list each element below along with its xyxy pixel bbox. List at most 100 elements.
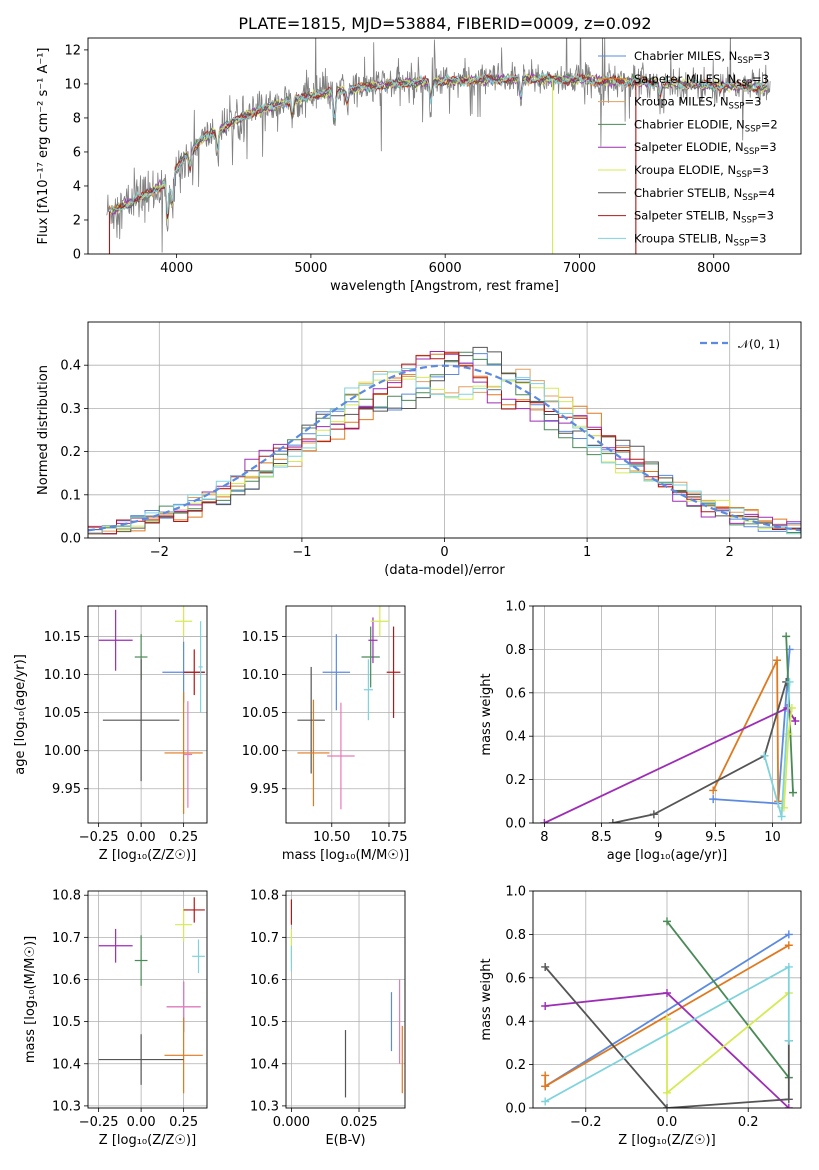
weight-marker (709, 795, 718, 804)
y-tick-label: 0.4 (505, 730, 526, 745)
normal-reference-curve (88, 364, 801, 532)
x-tick-label: 0.00 (127, 830, 156, 845)
y-tick-label: 0.2 (60, 445, 81, 460)
y-tick-label: 2 (73, 213, 81, 228)
weight-line-kroupa_elodie (666, 992, 790, 1095)
errorbar-point (134, 935, 148, 986)
x-tick-label: 10.75 (370, 830, 407, 845)
y-axis-label: age [log₁₀(age/yr)] (13, 654, 28, 775)
y-tick-label: 10.7 (250, 931, 279, 946)
residuals-axes: −2 −1 0 1 2 0.0 0.1 0.2 0.3 0.4 (data-model)/error… (36, 321, 802, 578)
weight-marker (791, 717, 800, 726)
legend-label: Kroupa MILES, NSSP=3 (634, 95, 761, 112)
y-tick-label: 0.6 (505, 971, 526, 986)
weight-marker (760, 751, 769, 760)
weight-marker (782, 632, 791, 641)
y-tick-label: 10.00 (242, 744, 279, 759)
weight-marker (663, 1104, 671, 1108)
errorbar-point (327, 702, 355, 810)
y-tick-label: 0.6 (505, 686, 526, 701)
x-tick-label: −1 (292, 545, 311, 560)
weight_vs_age-axes: 8 8.5 9 9.5 10 0.0 0.2 0.4 0.6 0.8 1.0 age [log₁₀(a… (479, 600, 802, 863)
y-tick-label: 1.0 (505, 885, 526, 900)
errorbar-point (98, 928, 133, 963)
weight-marker (663, 917, 671, 926)
weight-line-salpeter_miles (712, 659, 780, 802)
weight-marker (541, 1082, 550, 1091)
y-tick-label: 10.5 (250, 1015, 279, 1030)
x-axis-label: E(B-V) (325, 1133, 365, 1148)
weight-marker (785, 677, 794, 686)
errorbar-point (297, 699, 330, 807)
x-tick-label: 0.0 (657, 1115, 678, 1130)
weight-marker (608, 819, 617, 823)
x-tick-label: 9 (654, 830, 662, 845)
x-tick-label: −0.25 (79, 1115, 119, 1130)
age_vs_Z-frame (87, 605, 208, 824)
weight_vs_Z-plot-area (541, 917, 793, 1108)
weight-marker (541, 962, 550, 971)
y-tick-label: 0.2 (505, 1058, 526, 1073)
y-axis-label: Normed distribution (36, 365, 51, 495)
errorbar-point (297, 666, 325, 774)
errorbar-point (102, 659, 180, 782)
y-tick-label: 10.05 (44, 706, 81, 721)
y-tick-label: 10.15 (44, 630, 81, 645)
mass_vs_ebv-plot-area (290, 899, 403, 1098)
x-axis-label: mass [log₁₀(M/M☉)] (282, 848, 409, 863)
x-tick-label: −0.2 (570, 1115, 602, 1130)
weight-marker (663, 1015, 671, 1024)
errorbar-point (98, 609, 133, 671)
x-tick-label: 0.000 (273, 1115, 310, 1130)
y-tick-label: 0.2 (505, 773, 526, 788)
errorbar-point (322, 634, 351, 711)
y-tick-label: 0.8 (505, 643, 526, 658)
errorbar-point (198, 621, 203, 713)
x-tick-label: 1 (583, 545, 591, 560)
y-tick-label: 0.0 (505, 817, 526, 832)
errorbar-point (183, 897, 205, 923)
weight-line-chabrier_elodie (666, 920, 790, 1079)
weight-line-chabrier_stelib (544, 966, 790, 1108)
weight-marker (784, 941, 793, 950)
legend-label: Salpeter ELODIE, NSSP=3 (634, 140, 777, 157)
x-tick-label: 0.025 (340, 1115, 377, 1130)
y-tick-label: 10.7 (52, 931, 81, 946)
x-axis-label: age [log₁₀(age/yr)] (607, 848, 728, 863)
y-tick-label: 10.05 (242, 706, 279, 721)
legend-label: 𝒩(0, 1) (738, 337, 780, 351)
errorbar-point (386, 626, 401, 718)
x-tick-label: 0.00 (127, 1115, 156, 1130)
x-tick-label: 0 (440, 545, 448, 560)
residuals-frame (87, 321, 802, 539)
y-axis-label: mass weight (479, 958, 494, 1040)
legend-label: Salpeter MILES, NSSP=3 (634, 72, 769, 89)
errorbar-point (368, 617, 378, 664)
errorbar-point (183, 701, 193, 808)
weight-marker (787, 703, 796, 712)
age_vs_Z-axes: −0.25 0.00 0.25 9.95 10.00 10.05 10.10 10.15 Z [… (13, 605, 208, 863)
x-tick-label: −0.25 (79, 830, 119, 845)
y-tick-label: 10.10 (44, 668, 81, 683)
x-axis-label: wavelength [Angstrom, rest frame] (330, 279, 559, 294)
spectrum-axes: 4000 5000 6000 7000 8000 0 2 4 6 8 10 12 wavelength … (36, 37, 802, 294)
y-tick-label: 10.00 (44, 744, 81, 759)
legend-label: Chabrier STELIB, NSSP=4 (634, 186, 775, 203)
y-tick-label: 10.8 (52, 889, 81, 904)
spectrum-legend: Chabrier MILES, NSSP=3 Salpeter MILES, NS… (598, 49, 778, 248)
y-tick-label: 0.8 (505, 928, 526, 943)
y-tick-label: 10.3 (250, 1099, 279, 1114)
spectrum-plot-area (106, 38, 771, 254)
x-tick-label: 8000 (697, 261, 730, 276)
y-tick-label: 10.8 (250, 889, 279, 904)
figure-title: PLATE=1815, MJD=53884, FIBERID=0009, z=0… (238, 14, 651, 33)
spectrum-frame (87, 37, 802, 255)
errorbar-point (183, 649, 205, 696)
y-tick-label: 0.4 (60, 359, 81, 374)
mass_vs_Z-plot-area (98, 897, 205, 1094)
y-tick-label: 12 (64, 43, 81, 58)
age_vs_mass-frame (285, 605, 406, 824)
x-tick-label: 0.25 (169, 830, 198, 845)
weight-marker (540, 819, 549, 823)
